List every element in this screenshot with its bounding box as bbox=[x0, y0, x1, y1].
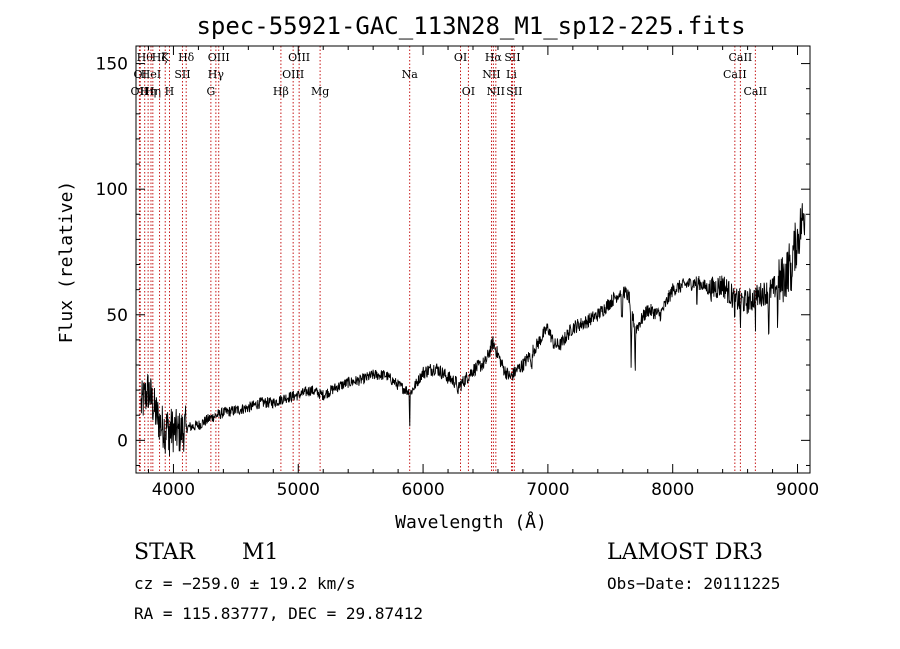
spectral-line-label: NII bbox=[482, 68, 500, 81]
spectral-line-label: CaII bbox=[743, 85, 767, 98]
spectral-line-label: HeI bbox=[141, 68, 161, 81]
spectral-line-label: Hθ bbox=[137, 51, 154, 64]
spectral-line-label: OI bbox=[454, 51, 467, 64]
spectral-line-label: SII bbox=[174, 68, 190, 81]
spectral-line-label: OIII bbox=[282, 68, 304, 81]
spectral-line-label: NII bbox=[487, 85, 505, 98]
spectral-line-label: Hδ bbox=[178, 51, 195, 64]
x-tick-label: 8000 bbox=[651, 480, 694, 500]
spectral-line-label: K bbox=[161, 51, 170, 64]
y-tick-label: 150 bbox=[96, 55, 128, 75]
observation-date: Obs−Date: 20111225 bbox=[607, 574, 781, 593]
spectral-line-label: OI bbox=[462, 85, 475, 98]
spectral-line-label: OII bbox=[131, 85, 149, 98]
spectral-line-label: SII bbox=[504, 51, 520, 64]
coordinates: RA = 115.83777, DEC = 29.87412 bbox=[134, 604, 423, 623]
spectrum-series bbox=[140, 203, 806, 457]
axis-ticks: 4000 5000 6000 7000 8000 9000 0 50 100 150 bbox=[96, 46, 819, 500]
spectral-line-label: Hη bbox=[140, 85, 156, 98]
y-tick-label: 50 bbox=[106, 306, 128, 326]
spectral-line-label: G bbox=[206, 85, 215, 98]
x-tick-label: 6000 bbox=[401, 480, 444, 500]
spectral-line-markers: OII OI Hθ Hη HeI Hη HζK H SII Hδ G Hγ OIII Hβ OIII OIII… bbox=[131, 46, 767, 473]
spectral-line-label: Mg bbox=[311, 85, 329, 98]
x-tick-label: 7000 bbox=[526, 480, 569, 500]
spectrum-line bbox=[140, 203, 806, 457]
x-tick-label: 4000 bbox=[152, 480, 195, 500]
spectral-line-label: SII bbox=[506, 85, 522, 98]
spectral-line-label: Hγ bbox=[208, 68, 225, 81]
spectral-line-label: Hβ bbox=[273, 85, 289, 98]
spectral-line-label: OIII bbox=[208, 51, 230, 64]
y-tick-label: 100 bbox=[96, 180, 128, 200]
object-class: STAR bbox=[134, 540, 195, 565]
chart-title: spec-55921-GAC_113N28_M1_sp12-225.fits bbox=[196, 12, 745, 40]
redshift-cz: cz = −259.0 ± 19.2 km/s bbox=[134, 574, 356, 593]
spectral-line-label: OIII bbox=[288, 51, 310, 64]
spectral-line-label: CaII bbox=[729, 51, 753, 64]
spectral-line-label: CaII bbox=[723, 68, 747, 81]
object-subclass: M1 bbox=[242, 540, 279, 565]
spectral-line-label: Na bbox=[402, 68, 419, 81]
survey-name: LAMOST DR3 bbox=[607, 540, 763, 565]
spectral-line-label: Hζ bbox=[152, 51, 168, 64]
x-tick-label: 9000 bbox=[776, 480, 819, 500]
y-tick-label: 0 bbox=[117, 431, 128, 451]
x-tick-label: 5000 bbox=[277, 480, 320, 500]
x-axis-label: Wavelength (Å) bbox=[395, 511, 547, 533]
spectral-line-label: Hη bbox=[145, 85, 161, 98]
spectral-line-label: Hα bbox=[485, 51, 503, 64]
spectral-line-label: H bbox=[165, 85, 175, 98]
spectral-line-label: OI bbox=[134, 68, 147, 81]
y-axis-label: Flux (relative) bbox=[56, 181, 77, 344]
spectral-line-label: Li bbox=[506, 68, 517, 81]
